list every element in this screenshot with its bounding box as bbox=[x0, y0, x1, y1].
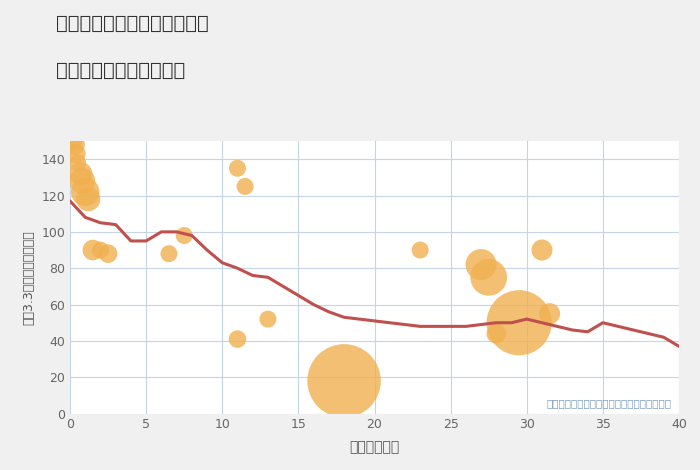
Point bbox=[232, 335, 243, 343]
Point bbox=[88, 246, 99, 254]
Point bbox=[483, 274, 494, 281]
Point bbox=[475, 261, 486, 268]
Point bbox=[83, 196, 94, 203]
Y-axis label: 坪（3.3㎡）単価（万円）: 坪（3.3㎡）単価（万円） bbox=[22, 230, 36, 325]
Point bbox=[414, 246, 426, 254]
Point bbox=[102, 250, 113, 258]
Point bbox=[514, 319, 525, 327]
Point bbox=[262, 315, 274, 323]
Point bbox=[491, 330, 502, 337]
Point bbox=[536, 246, 547, 254]
Point bbox=[67, 137, 78, 145]
Point bbox=[80, 188, 91, 196]
X-axis label: 築年数（年）: 築年数（年） bbox=[349, 440, 400, 454]
Point bbox=[76, 177, 88, 185]
Text: 築年数別中古戸建て価格: 築年数別中古戸建て価格 bbox=[56, 61, 186, 80]
Point bbox=[178, 232, 190, 239]
Text: 神奈川県相模原市緑区川尻の: 神奈川県相模原市緑区川尻の bbox=[56, 14, 209, 33]
Point bbox=[232, 164, 243, 172]
Text: 円の大きさは、取引のあった物件面積を示す: 円の大きさは、取引のあった物件面積を示す bbox=[547, 398, 671, 408]
Point bbox=[95, 246, 106, 254]
Point bbox=[72, 159, 83, 166]
Point bbox=[75, 170, 86, 178]
Point bbox=[339, 377, 350, 384]
Point bbox=[544, 310, 555, 317]
Point bbox=[71, 150, 82, 157]
Point bbox=[69, 141, 80, 149]
Point bbox=[239, 183, 251, 190]
Point bbox=[163, 250, 174, 258]
